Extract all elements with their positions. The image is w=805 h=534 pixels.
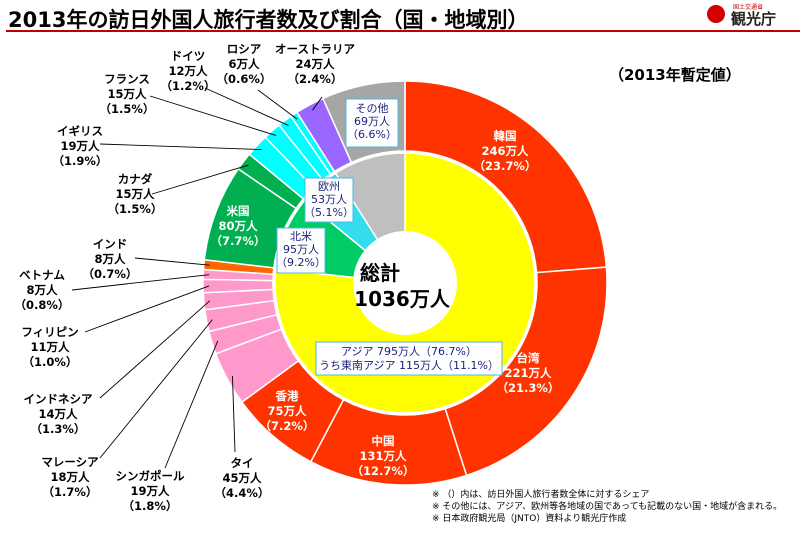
inner-label-asia: アジア 795万人（76.7%）うち東南アジア 115万人（11.1%） — [319, 345, 499, 372]
slice-label-indonesia: インドネシア 14万人（1.3%） — [24, 392, 93, 436]
europe-label-box — [304, 177, 354, 223]
slice-label-china: 中国 131万人（12.7%） — [352, 434, 415, 478]
slice-label-others: その他 69万人（6.6%） — [347, 102, 397, 141]
slice-label-malaysia: マレーシア 18万人（1.7%） — [41, 455, 99, 499]
leader-line-australia — [312, 96, 323, 111]
slice-label-singapore: シンガポール 19万人（1.8%） — [116, 469, 185, 513]
leader-line-uk — [99, 143, 262, 150]
footnotes: ※ （）内は、訪日外国人旅行者数全体に対するシェア ※ その他には、アジア、欧州… — [432, 489, 782, 525]
footnote: ※ その他には、アジア、欧州等各地域の国であっても記載のない国・地域が含まれる。 — [432, 502, 783, 512]
asia-label-box — [315, 341, 503, 376]
total-label: 総計 — [360, 261, 400, 285]
slice-label-taiwan: 台湾 221万人（21.3%） — [497, 351, 560, 395]
leader-line-malaysia — [99, 319, 213, 459]
leader-line-indonesia — [99, 300, 211, 399]
slice-label-australia: オーストラリア 24万人（2.4%） — [275, 42, 355, 86]
slice-label-korea: 韓国 246万人（23.7%） — [474, 129, 537, 173]
leader-line-france — [149, 95, 277, 136]
slice-label-usa: 米国 80万人（7.7%） — [211, 204, 266, 248]
slice-label-vietnam: ベトナム 8万人（0.8%） — [15, 268, 70, 312]
total-value: 1036万人 — [354, 287, 451, 311]
inner-label-europe: 欧州 53万人（5.1%） — [304, 180, 354, 219]
slice-label-india: インド 8万人（0.7%） — [83, 237, 138, 281]
leader-line-russia — [257, 89, 298, 120]
chart-subtitle: （2013年暫定値） — [609, 66, 741, 84]
slice-label-philippines: フィリピン 11万人（1.0%） — [21, 325, 78, 369]
title-underline — [6, 30, 800, 32]
logo: 国土交通省 観光庁 — [707, 2, 803, 28]
leader-line-philippines — [84, 285, 210, 333]
inner-label-north-america: 北米 95万人（9.2%） — [276, 230, 326, 269]
leader-line-germany — [204, 87, 289, 126]
logo-ministry: 国土交通省 — [733, 4, 764, 11]
page-title: 2013年の訪日外国人旅行者数及び割合（国・地域別） — [8, 8, 529, 32]
north-america-label-box — [276, 227, 326, 274]
leader-line-vietnam — [71, 274, 210, 291]
footnote: ※ （）内は、訪日外国人旅行者数全体に対するシェア — [432, 490, 650, 500]
leader-line-india — [134, 257, 210, 266]
leader-line-canada — [151, 164, 249, 195]
footnote: ※ 日本政府観光局（JNTO）資料より観光庁作成 — [432, 514, 627, 524]
pie-slice-korea — [404, 80, 608, 274]
slice-label-canada: カナダ 15万人（1.5%） — [108, 172, 163, 216]
logo-name: 観光庁 — [731, 10, 777, 28]
slice-label-russia: ロシア 6万人（0.6%） — [217, 42, 272, 86]
slice-label-germany: ドイツ 12万人（1.2%） — [161, 49, 216, 93]
others-label-box — [345, 98, 399, 148]
center-disk — [353, 231, 457, 335]
slice-label-hongkong: 香港 75万人（7.2%） — [260, 389, 315, 433]
logo-circle-icon — [707, 5, 725, 23]
slice-label-france: フランス 15万人（1.5%） — [100, 72, 155, 116]
leader-line-singapore — [164, 340, 219, 469]
slice-label-uk: イギリス 19万人（1.9%） — [53, 124, 108, 168]
slice-label-thai: タイ 45万人（4.4%） — [215, 456, 270, 500]
leader-line-thai — [232, 375, 236, 453]
